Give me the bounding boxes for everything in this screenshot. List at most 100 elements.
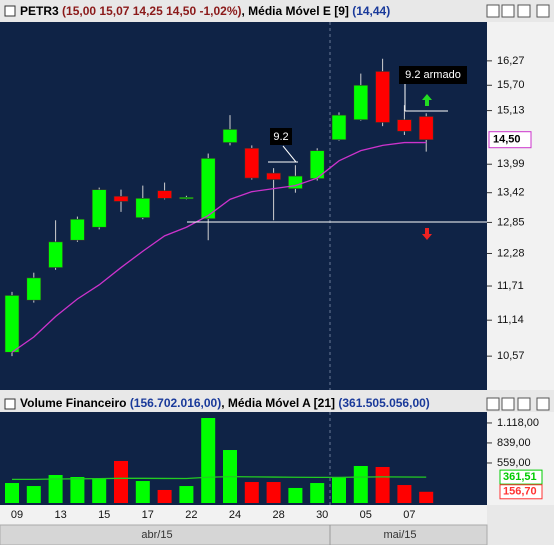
volume-name: Volume Financeiro bbox=[20, 396, 126, 410]
last-value-label: 361,51 bbox=[503, 471, 537, 483]
last-value-box bbox=[499, 484, 543, 500]
ma-name: Média Móvel A [21] bbox=[228, 396, 335, 410]
x-tick-label: 22 bbox=[185, 509, 197, 521]
x-tick-label: 07 bbox=[403, 509, 415, 521]
candle-body bbox=[179, 197, 194, 200]
panel-icon[interactable] bbox=[4, 5, 16, 17]
candle-body bbox=[200, 158, 216, 219]
window-buttons bbox=[486, 4, 550, 411]
candle-body bbox=[48, 241, 63, 268]
annotation: 9.2 bbox=[273, 131, 288, 143]
restore-button[interactable] bbox=[517, 4, 531, 18]
last-value-box bbox=[499, 469, 543, 485]
indicator-name: Média Móvel E [9] bbox=[248, 4, 349, 18]
down-arrow bbox=[422, 228, 432, 240]
ma-value: (361.505.056,00) bbox=[338, 396, 429, 410]
price-header: PETR3 (15,00 15,07 14,25 14,50 -1,02%), … bbox=[20, 4, 390, 18]
x-tick-label: 28 bbox=[272, 509, 284, 521]
candle-body bbox=[418, 116, 434, 141]
candle-body bbox=[157, 190, 172, 199]
candle-body bbox=[91, 189, 107, 228]
volume-value: (156.702.016,00) bbox=[130, 396, 221, 410]
indicator-value: (14,44) bbox=[352, 4, 390, 18]
y-tick-label: 13,99 bbox=[497, 158, 525, 170]
candle-body bbox=[397, 119, 412, 132]
candle-body bbox=[135, 198, 151, 218]
volume-bar bbox=[375, 466, 390, 503]
volume-bar bbox=[114, 460, 128, 503]
y-tick-label: 15,70 bbox=[497, 79, 525, 91]
volume-header: Volume Financeiro (156.702.016,00), Médi… bbox=[20, 396, 430, 410]
volume-bar bbox=[201, 418, 216, 503]
last-price-box bbox=[488, 131, 532, 149]
candle-body bbox=[222, 129, 238, 143]
volume-bar bbox=[92, 479, 107, 503]
volume-average bbox=[12, 476, 427, 481]
y-tick-label: 16,27 bbox=[497, 55, 525, 67]
ticker: PETR3 bbox=[20, 4, 59, 18]
x-tick-label: 15 bbox=[98, 509, 110, 521]
volume-bar bbox=[266, 482, 281, 503]
y-tick-label: 1.118,00 bbox=[497, 417, 539, 429]
month-label: mai/15 bbox=[383, 529, 416, 541]
minimize-button[interactable] bbox=[486, 4, 500, 18]
candle-body bbox=[353, 84, 369, 120]
volume-bar bbox=[310, 483, 325, 503]
candle-body bbox=[70, 218, 85, 241]
annotation-box bbox=[399, 66, 467, 84]
x-tick-label: 17 bbox=[142, 509, 154, 521]
candle-body bbox=[331, 114, 347, 141]
volume-bar bbox=[353, 465, 368, 503]
up-arrow bbox=[422, 94, 432, 106]
y-tick-label: 11,71 bbox=[497, 280, 524, 292]
last-value-label: 156,70 bbox=[503, 486, 537, 498]
y-tick-label: 839,00 bbox=[497, 437, 531, 449]
date-axis bbox=[0, 505, 487, 525]
candle-body bbox=[4, 295, 20, 353]
volume-bar bbox=[332, 477, 346, 503]
y-tick-label: 10,57 bbox=[497, 350, 525, 362]
x-tick-label: 05 bbox=[360, 509, 372, 521]
volume-bar bbox=[70, 477, 85, 503]
volume-bar bbox=[135, 481, 150, 503]
maximize-button[interactable] bbox=[501, 4, 515, 18]
volume-bar bbox=[26, 486, 41, 503]
y-tick-label: 12,28 bbox=[497, 247, 525, 259]
candle-body bbox=[375, 71, 390, 123]
volume-bar bbox=[397, 485, 412, 503]
annotation-box bbox=[270, 128, 292, 145]
volume-bar bbox=[288, 487, 303, 503]
close-button[interactable] bbox=[536, 4, 550, 18]
candle-body bbox=[113, 195, 129, 202]
last-price-label: 14,50 bbox=[493, 134, 521, 146]
candle-body bbox=[26, 277, 42, 301]
y-tick-label: 11,14 bbox=[497, 314, 524, 326]
volume-bar bbox=[179, 486, 194, 503]
y-tick-label: 559,00 bbox=[497, 457, 531, 469]
candle-body bbox=[244, 147, 260, 179]
maximize-button[interactable] bbox=[501, 397, 515, 411]
month-label: abr/15 bbox=[141, 529, 172, 541]
setup-pointer bbox=[282, 145, 297, 163]
y-tick-label: 15,13 bbox=[497, 104, 525, 116]
volume-bar bbox=[419, 491, 434, 503]
drawings: 9.2 9.2 armado bbox=[187, 66, 487, 240]
volume-bar bbox=[244, 482, 259, 503]
minimize-button[interactable] bbox=[486, 397, 500, 411]
moving-average bbox=[11, 141, 427, 353]
x-tick-label: 13 bbox=[54, 509, 66, 521]
price-axis-panel bbox=[487, 22, 554, 390]
volume-bar bbox=[157, 489, 172, 503]
panel-icon[interactable] bbox=[4, 398, 16, 410]
annotation: 9.2 armado bbox=[405, 69, 461, 81]
volume-bar bbox=[48, 475, 63, 503]
volume-bar bbox=[5, 483, 19, 503]
y-tick-label: 13,42 bbox=[497, 187, 525, 199]
restore-button[interactable] bbox=[517, 397, 531, 411]
candle-body bbox=[266, 172, 281, 180]
y-tick-label: 12,85 bbox=[497, 216, 525, 228]
ohlc-summary: (15,00 15,07 14,25 14,50 -1,02%) bbox=[62, 4, 241, 18]
x-tick-label: 30 bbox=[316, 509, 328, 521]
close-button[interactable] bbox=[536, 397, 550, 411]
